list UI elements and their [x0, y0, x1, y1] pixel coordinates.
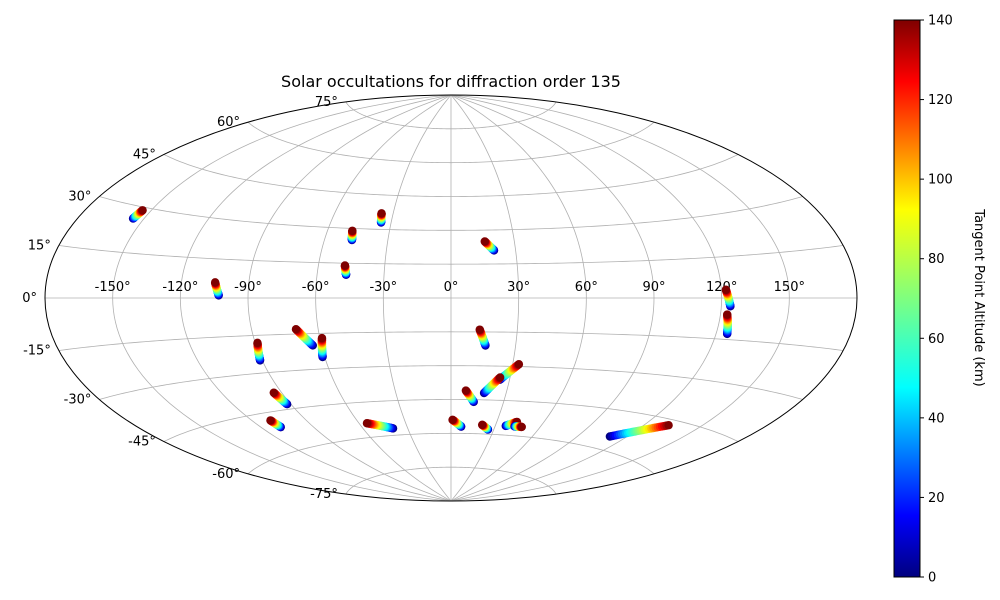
occultation-point: [138, 206, 147, 215]
occultation-track: [477, 420, 493, 434]
colorbar-gradient: [893, 19, 921, 578]
longitude-tick-label: 120°: [706, 280, 737, 295]
colorbar-tick-label: 0: [928, 571, 936, 586]
occultation-point: [448, 415, 457, 424]
longitude-tick-label: 0°: [444, 280, 459, 295]
latitude-tick-label: 75°: [315, 95, 338, 110]
latitude-tick-label: -60°: [212, 467, 240, 482]
occultation-tracks: [128, 206, 735, 441]
occultation-point: [340, 261, 350, 270]
occultation-point: [514, 360, 524, 369]
occultation-track: [475, 325, 490, 350]
longitude-tick-label: -60°: [302, 280, 330, 295]
occultation-point: [495, 373, 505, 382]
occultation-point: [475, 325, 484, 334]
occultation-point: [723, 310, 732, 319]
colorbar-tick-label: 20: [928, 491, 945, 506]
occultation-track: [291, 325, 317, 350]
occultation-point: [721, 285, 731, 294]
longitude-gridline: [179, 95, 452, 501]
occultation-track: [317, 333, 327, 362]
longitude-gridline: [382, 95, 452, 501]
longitude-gridline: [450, 95, 587, 501]
latitude-tick-label: 30°: [68, 190, 91, 205]
occultation-track: [448, 415, 466, 431]
occultation-point: [348, 226, 357, 235]
occultation-track: [347, 226, 357, 245]
longitude-gridline: [315, 95, 452, 501]
occultation-point: [480, 237, 489, 246]
map-grid: [45, 95, 857, 501]
colorbar-tick-label: 40: [928, 411, 945, 426]
map-boundary: [44, 94, 858, 502]
longitude-tick-label: -90°: [234, 280, 262, 295]
longitude-gridline: [450, 95, 790, 501]
latitude-tick-label: 15°: [28, 238, 51, 253]
colorbar: 0 20 40 60 80 100 120 140 Tangent Point Altitud…: [893, 14, 986, 586]
latitude-tick-label: -30°: [64, 393, 92, 408]
occultation-point: [317, 333, 327, 343]
latitude-tick-labels: 75° 60° 45° 30° 15° 0° -15° -30° -45° -60° -75°: [22, 95, 338, 502]
occultation-point: [377, 209, 386, 218]
latitude-tick-label: -75°: [310, 487, 338, 502]
occultation-track: [376, 209, 386, 227]
longitude-gridline: [247, 95, 452, 501]
occultation-track: [721, 285, 735, 311]
colorbar-tick-label: 100: [928, 173, 953, 188]
latitude-tick-label: -15°: [23, 344, 51, 359]
longitude-tick-label: -30°: [369, 280, 397, 295]
colorbar-tick-label: 140: [928, 14, 953, 29]
occultation-track: [461, 386, 478, 407]
latitude-tick-label: 60°: [217, 115, 240, 130]
occultation-track: [605, 421, 673, 441]
longitude-tick-label: 150°: [774, 280, 805, 295]
longitude-tick-label: -150°: [95, 280, 131, 295]
occultation-point: [461, 386, 471, 395]
latitude-tick-label: 45°: [133, 147, 156, 162]
colorbar-label: Tangent Point Altitude (km): [971, 208, 986, 386]
occultation-point: [664, 421, 673, 430]
latitude-tick-label: 0°: [22, 291, 37, 306]
occultation-point: [253, 338, 262, 348]
longitude-tick-labels: -150° -120° -90° -60° -30° 0° 30° 60° 90° 120° 150…: [95, 280, 805, 295]
occultation-track: [510, 422, 526, 432]
occultation-point: [291, 325, 301, 334]
occultation-point: [362, 419, 372, 428]
longitude-tick-label: -120°: [162, 280, 198, 295]
occultation-track: [480, 237, 499, 255]
occultation-track: [269, 388, 292, 409]
chart-title: Solar occultations for diffraction order…: [281, 72, 621, 91]
occultation-track: [479, 373, 505, 398]
colorbar-tick-label: 120: [928, 93, 953, 108]
occultation-track: [128, 206, 147, 223]
occultation-point: [269, 388, 278, 397]
colorbar-tick-label: 80: [928, 252, 945, 267]
occultation-point: [517, 422, 526, 432]
latitude-tick-label: -45°: [128, 435, 156, 450]
occultation-track: [210, 278, 223, 300]
longitude-gridline: [450, 95, 655, 501]
occultation-point: [266, 416, 275, 425]
occultation-track: [253, 338, 265, 365]
colorbar-tick-label: 60: [928, 332, 945, 347]
occultation-track: [340, 261, 351, 279]
longitude-tick-label: 90°: [642, 280, 665, 295]
occultation-point: [477, 420, 487, 430]
longitude-tick-label: 30°: [507, 280, 530, 295]
longitude-gridline: [112, 95, 452, 501]
longitude-gridline: [450, 95, 520, 501]
colorbar-ticks: 0 20 40 60 80 100 120 140: [920, 14, 953, 586]
longitude-tick-label: 60°: [575, 280, 598, 295]
occultation-track: [362, 419, 398, 433]
occultation-track: [722, 310, 732, 339]
longitude-gridline: [450, 95, 723, 501]
occultation-track: [266, 416, 285, 432]
occultation-point: [210, 278, 220, 287]
